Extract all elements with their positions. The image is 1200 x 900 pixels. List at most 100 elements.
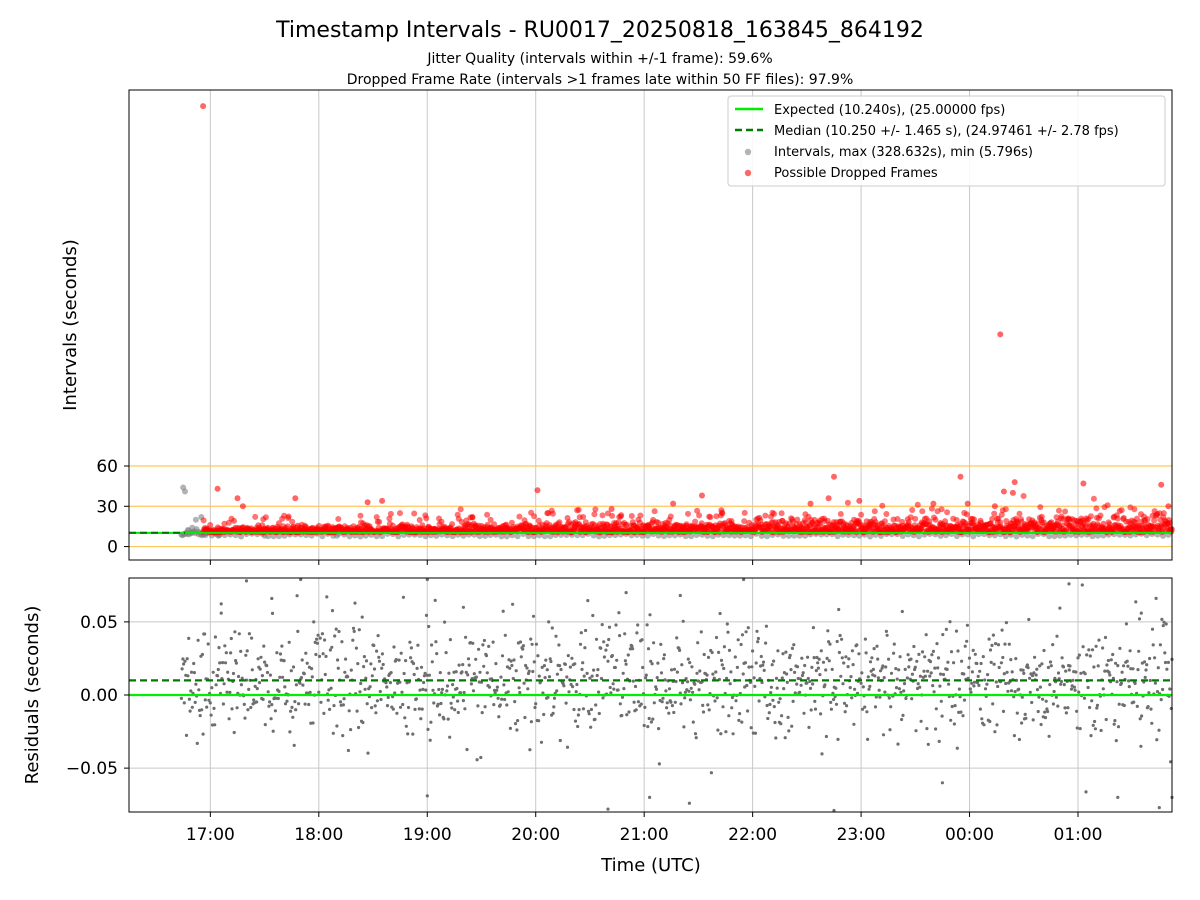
residual-point xyxy=(1059,679,1063,684)
residual-point xyxy=(198,714,202,718)
residual-point xyxy=(480,711,484,715)
residual-point xyxy=(522,681,526,685)
residual-point xyxy=(1155,738,1159,742)
residual-point xyxy=(869,669,873,673)
residual-point xyxy=(463,707,467,711)
residual-point xyxy=(914,729,918,733)
residual-point xyxy=(614,623,618,627)
dropped-frame-point xyxy=(741,518,748,525)
residual-point xyxy=(1001,709,1006,714)
residual-point xyxy=(571,685,575,689)
residual-point xyxy=(1036,709,1040,714)
residual-point xyxy=(829,707,834,711)
residual-point xyxy=(678,648,682,653)
residual-point xyxy=(616,688,620,692)
residual-point xyxy=(851,663,855,667)
residual-point xyxy=(687,689,691,693)
residual-point xyxy=(368,685,372,689)
residual-point xyxy=(897,687,902,691)
residual-point xyxy=(548,657,552,661)
residual-point xyxy=(208,701,212,705)
residual-point xyxy=(1073,688,1077,692)
residual-point xyxy=(928,660,933,664)
residual-point xyxy=(298,681,302,685)
residual-point xyxy=(1142,660,1147,664)
residual-point xyxy=(932,690,936,694)
residual-point xyxy=(857,652,861,656)
residual-point xyxy=(903,667,907,672)
residual-point xyxy=(296,629,300,634)
residual-point xyxy=(464,670,468,675)
residual-point xyxy=(558,738,562,743)
residual-point xyxy=(478,670,482,674)
residual-point xyxy=(865,710,869,714)
residual-point xyxy=(1067,668,1071,672)
residual-point xyxy=(664,689,668,693)
dropped-frame-point xyxy=(696,512,703,519)
residual-point xyxy=(813,707,818,711)
dropped-frame-point xyxy=(214,485,221,492)
residual-point xyxy=(756,636,761,641)
residual-point xyxy=(1007,642,1011,646)
dropped-frame-point xyxy=(357,512,364,519)
residual-point xyxy=(861,685,865,689)
residual-point xyxy=(581,661,585,665)
residual-point xyxy=(239,649,243,654)
residual-point xyxy=(271,729,275,733)
residual-point xyxy=(788,653,792,658)
residual-point xyxy=(909,657,913,661)
residual-point xyxy=(352,629,356,634)
residual-point xyxy=(826,629,830,633)
residual-point xyxy=(824,668,828,672)
dropped-frame-point xyxy=(844,499,851,506)
residual-point xyxy=(444,651,448,655)
residual-point xyxy=(793,670,797,675)
dropped-frame-point xyxy=(592,506,599,513)
residual-point xyxy=(759,654,763,659)
residual-point xyxy=(418,688,422,692)
residual-point xyxy=(800,656,804,660)
residual-point xyxy=(190,705,194,709)
residual-point xyxy=(873,674,877,678)
dropped-frame-point xyxy=(1133,515,1140,522)
residual-point xyxy=(809,708,813,712)
residual-point xyxy=(1035,667,1039,671)
residual-point xyxy=(422,674,426,678)
residual-point xyxy=(187,636,191,641)
residual-point xyxy=(440,691,444,695)
dropped-frame-point xyxy=(1131,506,1138,513)
residual-point xyxy=(754,661,758,665)
residual-point xyxy=(203,698,207,702)
residual-point xyxy=(222,682,226,686)
residual-point xyxy=(568,665,573,669)
residual-point xyxy=(952,722,957,726)
residual-point xyxy=(268,700,272,704)
residual-point xyxy=(918,685,922,689)
residual-point xyxy=(963,644,967,648)
residual-point xyxy=(1101,687,1105,691)
residual-point xyxy=(290,705,294,710)
residual-point xyxy=(438,671,442,675)
residual-point xyxy=(866,737,870,742)
residual-point xyxy=(413,707,417,712)
residual-point xyxy=(690,665,694,669)
residual-point xyxy=(602,655,607,659)
residual-point xyxy=(421,687,425,692)
residual-point xyxy=(185,657,189,661)
dropped-frame-point xyxy=(1038,513,1045,520)
residual-point xyxy=(1082,696,1087,700)
residual-point xyxy=(722,666,726,671)
dropped-frame-point xyxy=(919,508,926,515)
residual-point xyxy=(706,655,711,660)
residual-point xyxy=(793,691,797,695)
residual-point xyxy=(340,640,344,644)
residual-point xyxy=(1151,643,1155,647)
residual-point xyxy=(467,663,471,667)
residual-point xyxy=(594,703,598,707)
residual-point xyxy=(962,698,967,702)
residual-point xyxy=(283,685,287,689)
dropped-frame-point xyxy=(655,519,662,526)
dropped-frame-point xyxy=(591,511,598,518)
residual-point xyxy=(975,661,979,666)
residual-point xyxy=(806,655,810,659)
